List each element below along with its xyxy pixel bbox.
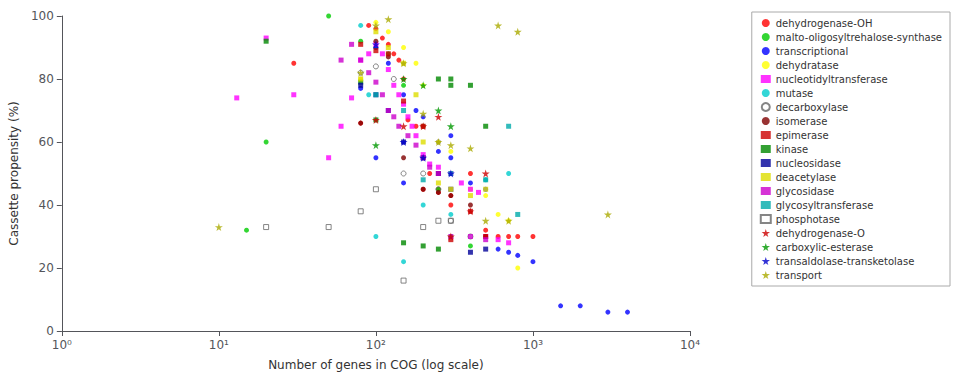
svg-text:nucleosidase: nucleosidase — [776, 158, 841, 169]
svg-text:60: 60 — [39, 135, 54, 149]
svg-text:transport: transport — [776, 270, 822, 281]
svg-text:transaldolase-transketolase: transaldolase-transketolase — [776, 256, 915, 267]
svg-text:dehydrogenase-OH: dehydrogenase-OH — [776, 18, 873, 29]
svg-text:decarboxylase: decarboxylase — [776, 102, 849, 113]
svg-text:10⁰: 10⁰ — [52, 338, 72, 352]
svg-text:dehydratase: dehydratase — [776, 60, 839, 71]
svg-text:carboxylic-esterase: carboxylic-esterase — [776, 242, 873, 253]
svg-text:20: 20 — [39, 261, 54, 275]
svg-text:80: 80 — [39, 72, 54, 86]
svg-text:kinase: kinase — [776, 144, 808, 155]
svg-text:transcriptional: transcriptional — [776, 46, 849, 57]
svg-text:epimerase: epimerase — [776, 130, 829, 141]
svg-text:Number of genes in COG (log sc: Number of genes in COG (log scale) — [268, 358, 484, 372]
svg-text:10¹: 10¹ — [209, 338, 229, 352]
svg-text:glycosyltransferase: glycosyltransferase — [776, 200, 874, 211]
svg-text:100: 100 — [31, 9, 54, 23]
svg-text:10³: 10³ — [523, 338, 543, 352]
svg-text:10²: 10² — [366, 338, 386, 352]
svg-text:phosphotase: phosphotase — [776, 214, 840, 225]
svg-text:isomerase: isomerase — [776, 116, 828, 127]
svg-text:0: 0 — [46, 324, 54, 338]
svg-text:glycosidase: glycosidase — [776, 186, 835, 197]
svg-text:nucleotidyltransferase: nucleotidyltransferase — [776, 74, 888, 85]
svg-text:deacetylase: deacetylase — [776, 172, 836, 183]
svg-text:dehydrogenase-O: dehydrogenase-O — [776, 228, 865, 239]
svg-text:mutase: mutase — [776, 88, 814, 99]
svg-text:40: 40 — [39, 198, 54, 212]
svg-text:malto-oligosyltrehalose-syntha: malto-oligosyltrehalose-synthase — [776, 32, 942, 43]
svg-text:10⁴: 10⁴ — [680, 338, 700, 352]
svg-text:Cassette propensity (%): Cassette propensity (%) — [7, 101, 21, 245]
